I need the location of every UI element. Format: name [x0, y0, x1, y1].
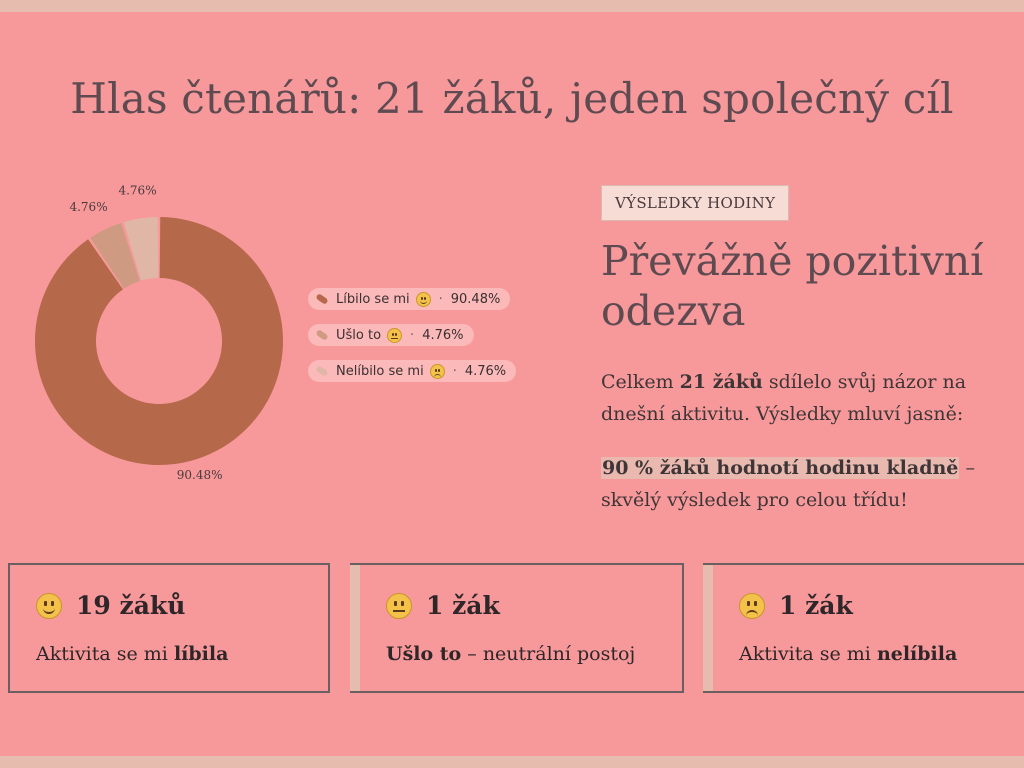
- smiling-face-icon: [36, 592, 62, 619]
- legend-separator: ·: [438, 291, 443, 307]
- stat-card-description: Aktivita se mi nelíbila: [739, 643, 957, 665]
- desc-text: Aktivita se mi: [739, 643, 877, 665]
- legend-label-neutral: Ušlo to: [336, 327, 382, 343]
- stat-card-title: 1 žák: [386, 591, 500, 620]
- legend-item-disliked: Nelíbilo se mi · 4.76%: [308, 360, 517, 382]
- slightly-frowning-face-icon: [429, 363, 445, 379]
- card-accent-bar: [703, 565, 713, 691]
- page-title: Hlas čtenářů: 21 žáků, jeden společný cí…: [70, 74, 954, 123]
- legend-separator: ·: [410, 327, 415, 343]
- desc-emphasis: líbila: [173, 643, 229, 665]
- legend-item-liked: Líbilo se mi · 90.48%: [308, 288, 511, 310]
- positive-highlight: 90 % žáků hodnotí hodinu kladně: [601, 457, 960, 479]
- stat-card-title: 1 žák: [739, 591, 853, 620]
- student-count: 21 žáků: [679, 371, 763, 393]
- stat-card-disliked: 1 žák Aktivita se mi nelíbila: [703, 563, 1024, 693]
- legend-label-disliked: Nelíbilo se mi: [336, 363, 424, 379]
- slightly-frowning-face-icon: [739, 592, 765, 619]
- legend-swatch-neutral: [315, 329, 329, 341]
- donut-slice-liked: [35, 217, 284, 465]
- summary-text: sdílelo svůj názor na dnešní aktivitu. V…: [601, 371, 967, 425]
- stat-card-description: Aktivita se mi líbila: [36, 643, 228, 665]
- legend-value-liked: 90.48%: [450, 291, 501, 307]
- summary-paragraph: Celkem 21 žáků sdílelo svůj názor na dne…: [601, 366, 1011, 430]
- summary-text: Celkem: [601, 371, 680, 393]
- legend-value-neutral: 4.76%: [422, 327, 464, 343]
- legend-separator: ·: [452, 363, 457, 379]
- desc-emphasis: Ušlo to: [386, 643, 462, 665]
- desc-text: Aktivita se mi: [36, 643, 174, 665]
- desc-emphasis: nelíbila: [876, 643, 958, 665]
- stat-card-liked: 19 žáků Aktivita se mi líbila: [8, 563, 330, 693]
- card-accent-bar: [350, 565, 360, 691]
- headline: Převážně pozitivní odezva: [601, 237, 984, 335]
- bottom-band: [0, 756, 1024, 768]
- stat-card-count: 1 žák: [779, 591, 853, 620]
- desc-text: – neutrální postoj: [461, 643, 636, 665]
- slice-label-liked: 90.48%: [177, 468, 223, 482]
- donut-slice-disliked: [123, 217, 159, 281]
- legend-value-disliked: 4.76%: [464, 363, 507, 379]
- stat-card-count: 1 žák: [426, 591, 500, 620]
- stat-card-count: 19 žáků: [76, 591, 186, 620]
- stat-card-description: Ušlo to – neutrální postoj: [386, 643, 635, 665]
- neutral-face-icon: [386, 592, 412, 619]
- summary-highlight-paragraph: 90 % žáků hodnotí hodinu kladně – skvělý…: [601, 452, 1011, 516]
- top-band: [0, 0, 1024, 12]
- legend-label-liked: Líbilo se mi: [336, 291, 410, 307]
- legend-swatch-disliked: [315, 365, 329, 377]
- donut-slice-neutral: [90, 222, 140, 289]
- chart-legend: Líbilo se mi · 90.48% Ušlo to · 4.76% Ne…: [308, 288, 517, 396]
- summary-text: – skvělý výsledek pro celou třídu!: [601, 457, 975, 511]
- legend-swatch-liked: [315, 293, 329, 305]
- legend-item-neutral: Ušlo to · 4.76%: [308, 324, 474, 346]
- smiling-face-icon: [415, 291, 431, 307]
- stat-card-neutral: 1 žák Ušlo to – neutrální postoj: [350, 563, 684, 693]
- slice-label-neutral: 4.76%: [69, 200, 107, 214]
- stat-card-title: 19 žáků: [36, 591, 185, 620]
- results-badge: VÝSLEDKY HODINY: [601, 185, 790, 221]
- donut-chart: 90.48% 4.76% 4.76%: [35, 184, 284, 482]
- neutral-face-icon: [387, 327, 403, 343]
- slice-label-disliked: 4.76%: [118, 184, 156, 198]
